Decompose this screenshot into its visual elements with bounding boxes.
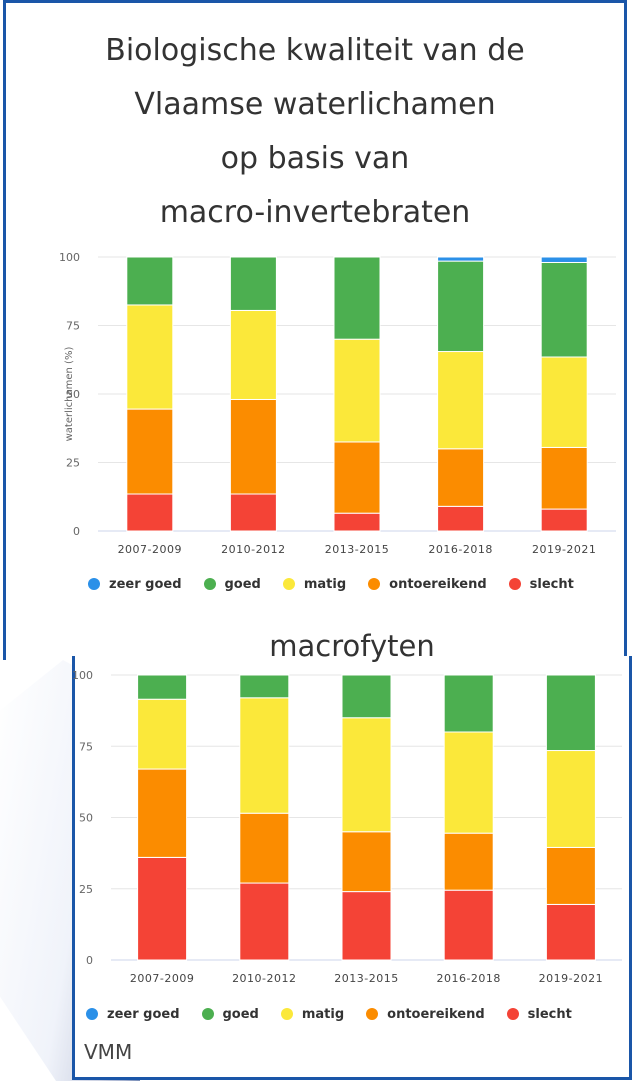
legend-label: slecht bbox=[527, 1006, 572, 1022]
bar-segment-goed bbox=[137, 674, 188, 700]
legend-item-goed[interactable]: goed bbox=[201, 1006, 259, 1022]
bar-segment-matig bbox=[239, 697, 290, 814]
x-tick-label: 2010-2012 bbox=[221, 543, 285, 556]
bar-segment-zeer-goed bbox=[540, 256, 588, 263]
bar-segment-goed bbox=[229, 256, 277, 311]
bar-segment-ontoereikend bbox=[137, 768, 188, 858]
legend-item-zeer-goed[interactable]: zeer goed bbox=[86, 1007, 180, 1022]
legend-macro-invertebraten: zeer goed goed matig ontoereikend slecht bbox=[88, 574, 596, 594]
legend-marker bbox=[86, 1008, 98, 1020]
legend-marker bbox=[366, 1008, 379, 1020]
y-tick-label: 100 bbox=[59, 251, 80, 264]
bar-segment-zeer-goed bbox=[437, 256, 485, 262]
bar-segment-slecht bbox=[443, 889, 494, 961]
legend-item-ontoereikend[interactable]: ontoereikend bbox=[368, 577, 487, 592]
bar-segment-matig bbox=[137, 698, 188, 770]
legend-item-matig[interactable]: matig bbox=[282, 576, 347, 592]
legend-label: goed bbox=[224, 576, 261, 592]
bar-segment-ontoereikend bbox=[443, 832, 494, 891]
legend-label: matig bbox=[301, 1006, 345, 1022]
legend-marker bbox=[508, 578, 521, 590]
bar-segment-ontoereikend bbox=[540, 446, 588, 510]
y-tick-label: 25 bbox=[66, 457, 80, 470]
bar-segment-goed bbox=[545, 674, 596, 752]
bar-segment-slecht bbox=[229, 493, 277, 532]
bar-segment-slecht bbox=[545, 903, 596, 961]
x-tick-label: 2016-2018 bbox=[428, 543, 492, 556]
x-tick-label: 2016-2018 bbox=[436, 972, 500, 985]
bar-segment-slecht bbox=[437, 505, 485, 532]
bar-segment-slecht bbox=[126, 493, 174, 532]
chart-title-macrofyten: macrofyten bbox=[269, 629, 435, 663]
x-tick-label: 2007-2009 bbox=[118, 543, 182, 556]
y-tick-label: 50 bbox=[79, 812, 93, 825]
legend-item-slecht[interactable]: slecht bbox=[508, 576, 574, 592]
y-axis-label: waterlichamen (%) bbox=[64, 347, 75, 442]
legend-label: ontoereikend bbox=[389, 576, 487, 592]
legend-label: zeer goed bbox=[107, 1006, 180, 1022]
legend-label: ontoereikend bbox=[387, 1006, 485, 1022]
bar-segment-matig bbox=[443, 731, 494, 834]
bar-segment-matig bbox=[229, 309, 277, 400]
legend-item-slecht[interactable]: slecht bbox=[506, 1006, 572, 1022]
legend-macrofyten: zeer goed goed matig ontoereikend slecht bbox=[86, 1004, 594, 1024]
legend-label: goed bbox=[222, 1006, 259, 1022]
bar-segment-ontoereikend bbox=[126, 408, 174, 495]
legend-label: matig bbox=[303, 576, 347, 592]
y-tick-label: 75 bbox=[79, 740, 93, 753]
upper-panel: Biologische kwaliteit van de Vlaamse wat… bbox=[3, 0, 627, 660]
legend-item-zeer-goed[interactable]: zeer goed bbox=[88, 577, 182, 592]
bar-segment-slecht bbox=[341, 891, 392, 961]
bar-segment-goed bbox=[540, 261, 588, 358]
bar-segment-matig bbox=[540, 356, 588, 448]
bar-segment-ontoereikend bbox=[341, 831, 392, 893]
legend-marker bbox=[282, 578, 295, 590]
legend-label: slecht bbox=[529, 576, 574, 592]
y-tick-label: 75 bbox=[66, 320, 80, 333]
bar-segment-matig bbox=[341, 717, 392, 833]
x-tick-label: 2013-2015 bbox=[334, 972, 398, 985]
bar-segment-goed bbox=[126, 256, 174, 306]
bar-segment-goed bbox=[443, 674, 494, 733]
bar-segment-ontoereikend bbox=[545, 846, 596, 905]
y-tick-label: 0 bbox=[86, 954, 93, 967]
legend-item-matig[interactable]: matig bbox=[280, 1006, 345, 1022]
legend-item-goed[interactable]: goed bbox=[203, 576, 261, 592]
chart-macro-invertebraten: 0 25 50 75 100 waterlichamen (%) 2007-2009 2010… bbox=[59, 251, 616, 556]
legend-marker bbox=[203, 578, 216, 590]
legend-marker bbox=[368, 578, 381, 590]
y-tick-label: 50 bbox=[66, 388, 80, 401]
y-tick-label: 25 bbox=[79, 883, 93, 896]
chart-macrofyten: 0 25 50 75 100 2007-2009 2010-2012 2013-2015 201… bbox=[72, 669, 622, 985]
y-tick-label: 0 bbox=[73, 525, 80, 538]
bar-segment-ontoereikend bbox=[229, 398, 277, 495]
chart-title-line-1: Biologische kwaliteit van de bbox=[105, 33, 525, 68]
bar-segment-slecht bbox=[239, 882, 290, 961]
bar-segment-ontoereikend bbox=[239, 812, 290, 884]
x-tick-label: 2019-2021 bbox=[532, 543, 596, 556]
legend-item-ontoereikend[interactable]: ontoereikend bbox=[366, 1007, 485, 1022]
bar-segment-ontoereikend bbox=[333, 441, 381, 514]
bar-segment-goed bbox=[333, 256, 381, 340]
x-tick-label: 2019-2021 bbox=[539, 972, 603, 985]
chart-title-line-4: macro-invertebraten bbox=[159, 195, 471, 230]
bar-segment-slecht bbox=[137, 856, 188, 961]
x-tick-label: 2007-2009 bbox=[130, 972, 194, 985]
chart-title-line-3: op basis van bbox=[220, 141, 410, 176]
bar-segment-matig bbox=[545, 750, 596, 848]
bar-segment-matig bbox=[126, 304, 174, 410]
bar-segment-goed bbox=[341, 674, 392, 719]
chart-title-line-2: Vlaamse waterlichamen bbox=[134, 87, 496, 122]
bar-segment-matig bbox=[437, 351, 485, 450]
legend-marker bbox=[280, 1008, 293, 1020]
legend-label: zeer goed bbox=[109, 576, 182, 592]
y-tick-label: 100 bbox=[72, 669, 93, 682]
legend-marker bbox=[201, 1008, 214, 1020]
x-tick-label: 2010-2012 bbox=[232, 972, 296, 985]
credit-vmm: VMM bbox=[84, 1040, 133, 1064]
legend-marker bbox=[506, 1008, 519, 1020]
x-tick-label: 2013-2015 bbox=[325, 543, 389, 556]
bar-segment-goed bbox=[239, 674, 290, 699]
legend-marker bbox=[88, 578, 100, 590]
